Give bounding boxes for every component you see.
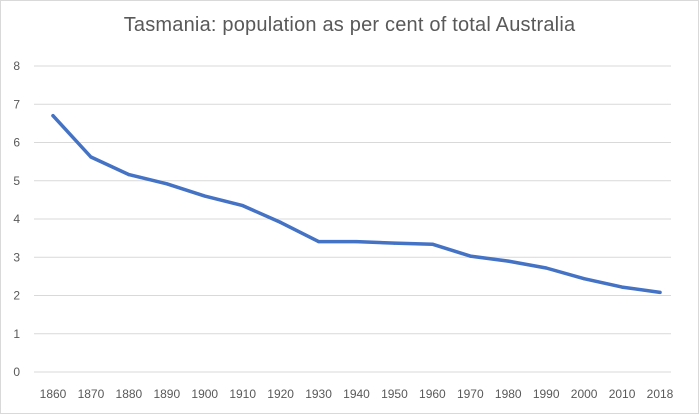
x-tick-label: 1860 [40,387,67,401]
data-point [203,194,207,198]
y-tick-label: 0 [13,365,20,379]
data-point [582,277,586,281]
x-tick-label: 2018 [647,387,674,401]
x-tick-label: 1890 [153,387,180,401]
data-point [89,155,93,159]
data-point [241,204,245,208]
data-point [658,290,662,295]
x-tick-label: 1940 [343,387,370,401]
y-tick-label: 8 [13,59,20,73]
x-tick-label: 2010 [609,387,636,401]
x-tick-label: 1900 [191,387,218,401]
x-tick-label: 1980 [495,387,522,401]
data-point [279,220,283,225]
y-tick-label: 3 [13,250,20,264]
gridlines [34,65,671,373]
y-axis-ticks: 0 1 2 3 4 5 6 7 8 [13,59,20,379]
data-point [468,254,472,258]
y-tick-label: 1 [13,327,20,341]
plot-area [51,113,662,295]
y-tick-label: 5 [13,174,20,188]
x-tick-label: 1910 [229,387,256,401]
data-point [544,266,548,270]
data-point [620,285,624,289]
data-point [51,114,55,118]
x-tick-label: 1950 [381,387,408,401]
data-point [165,182,169,186]
chart-title: Tasmania: population as per cent of tota… [123,14,576,36]
x-tick-label: 1990 [533,387,560,401]
x-tick-label: 1880 [116,387,143,401]
data-point [127,173,131,177]
x-tick-label: 1960 [419,387,446,401]
x-tick-label: 2000 [571,387,598,401]
x-tick-label: 1970 [457,387,484,401]
y-tick-label: 2 [13,289,20,303]
data-point [430,242,434,246]
x-tick-label: 1920 [267,387,294,401]
y-tick-label: 7 [13,97,20,111]
data-point [506,259,510,263]
y-tick-label: 6 [13,136,20,150]
x-tick-label: 1930 [305,387,332,401]
x-axis-ticks: 1860 1870 1880 1890 1900 1910 1920 1930 1940 1950… [40,387,674,401]
x-tick-label: 1870 [78,387,105,401]
data-point [316,239,321,244]
data-point [392,241,397,245]
y-tick-label: 4 [13,212,20,226]
data-point [354,239,359,244]
